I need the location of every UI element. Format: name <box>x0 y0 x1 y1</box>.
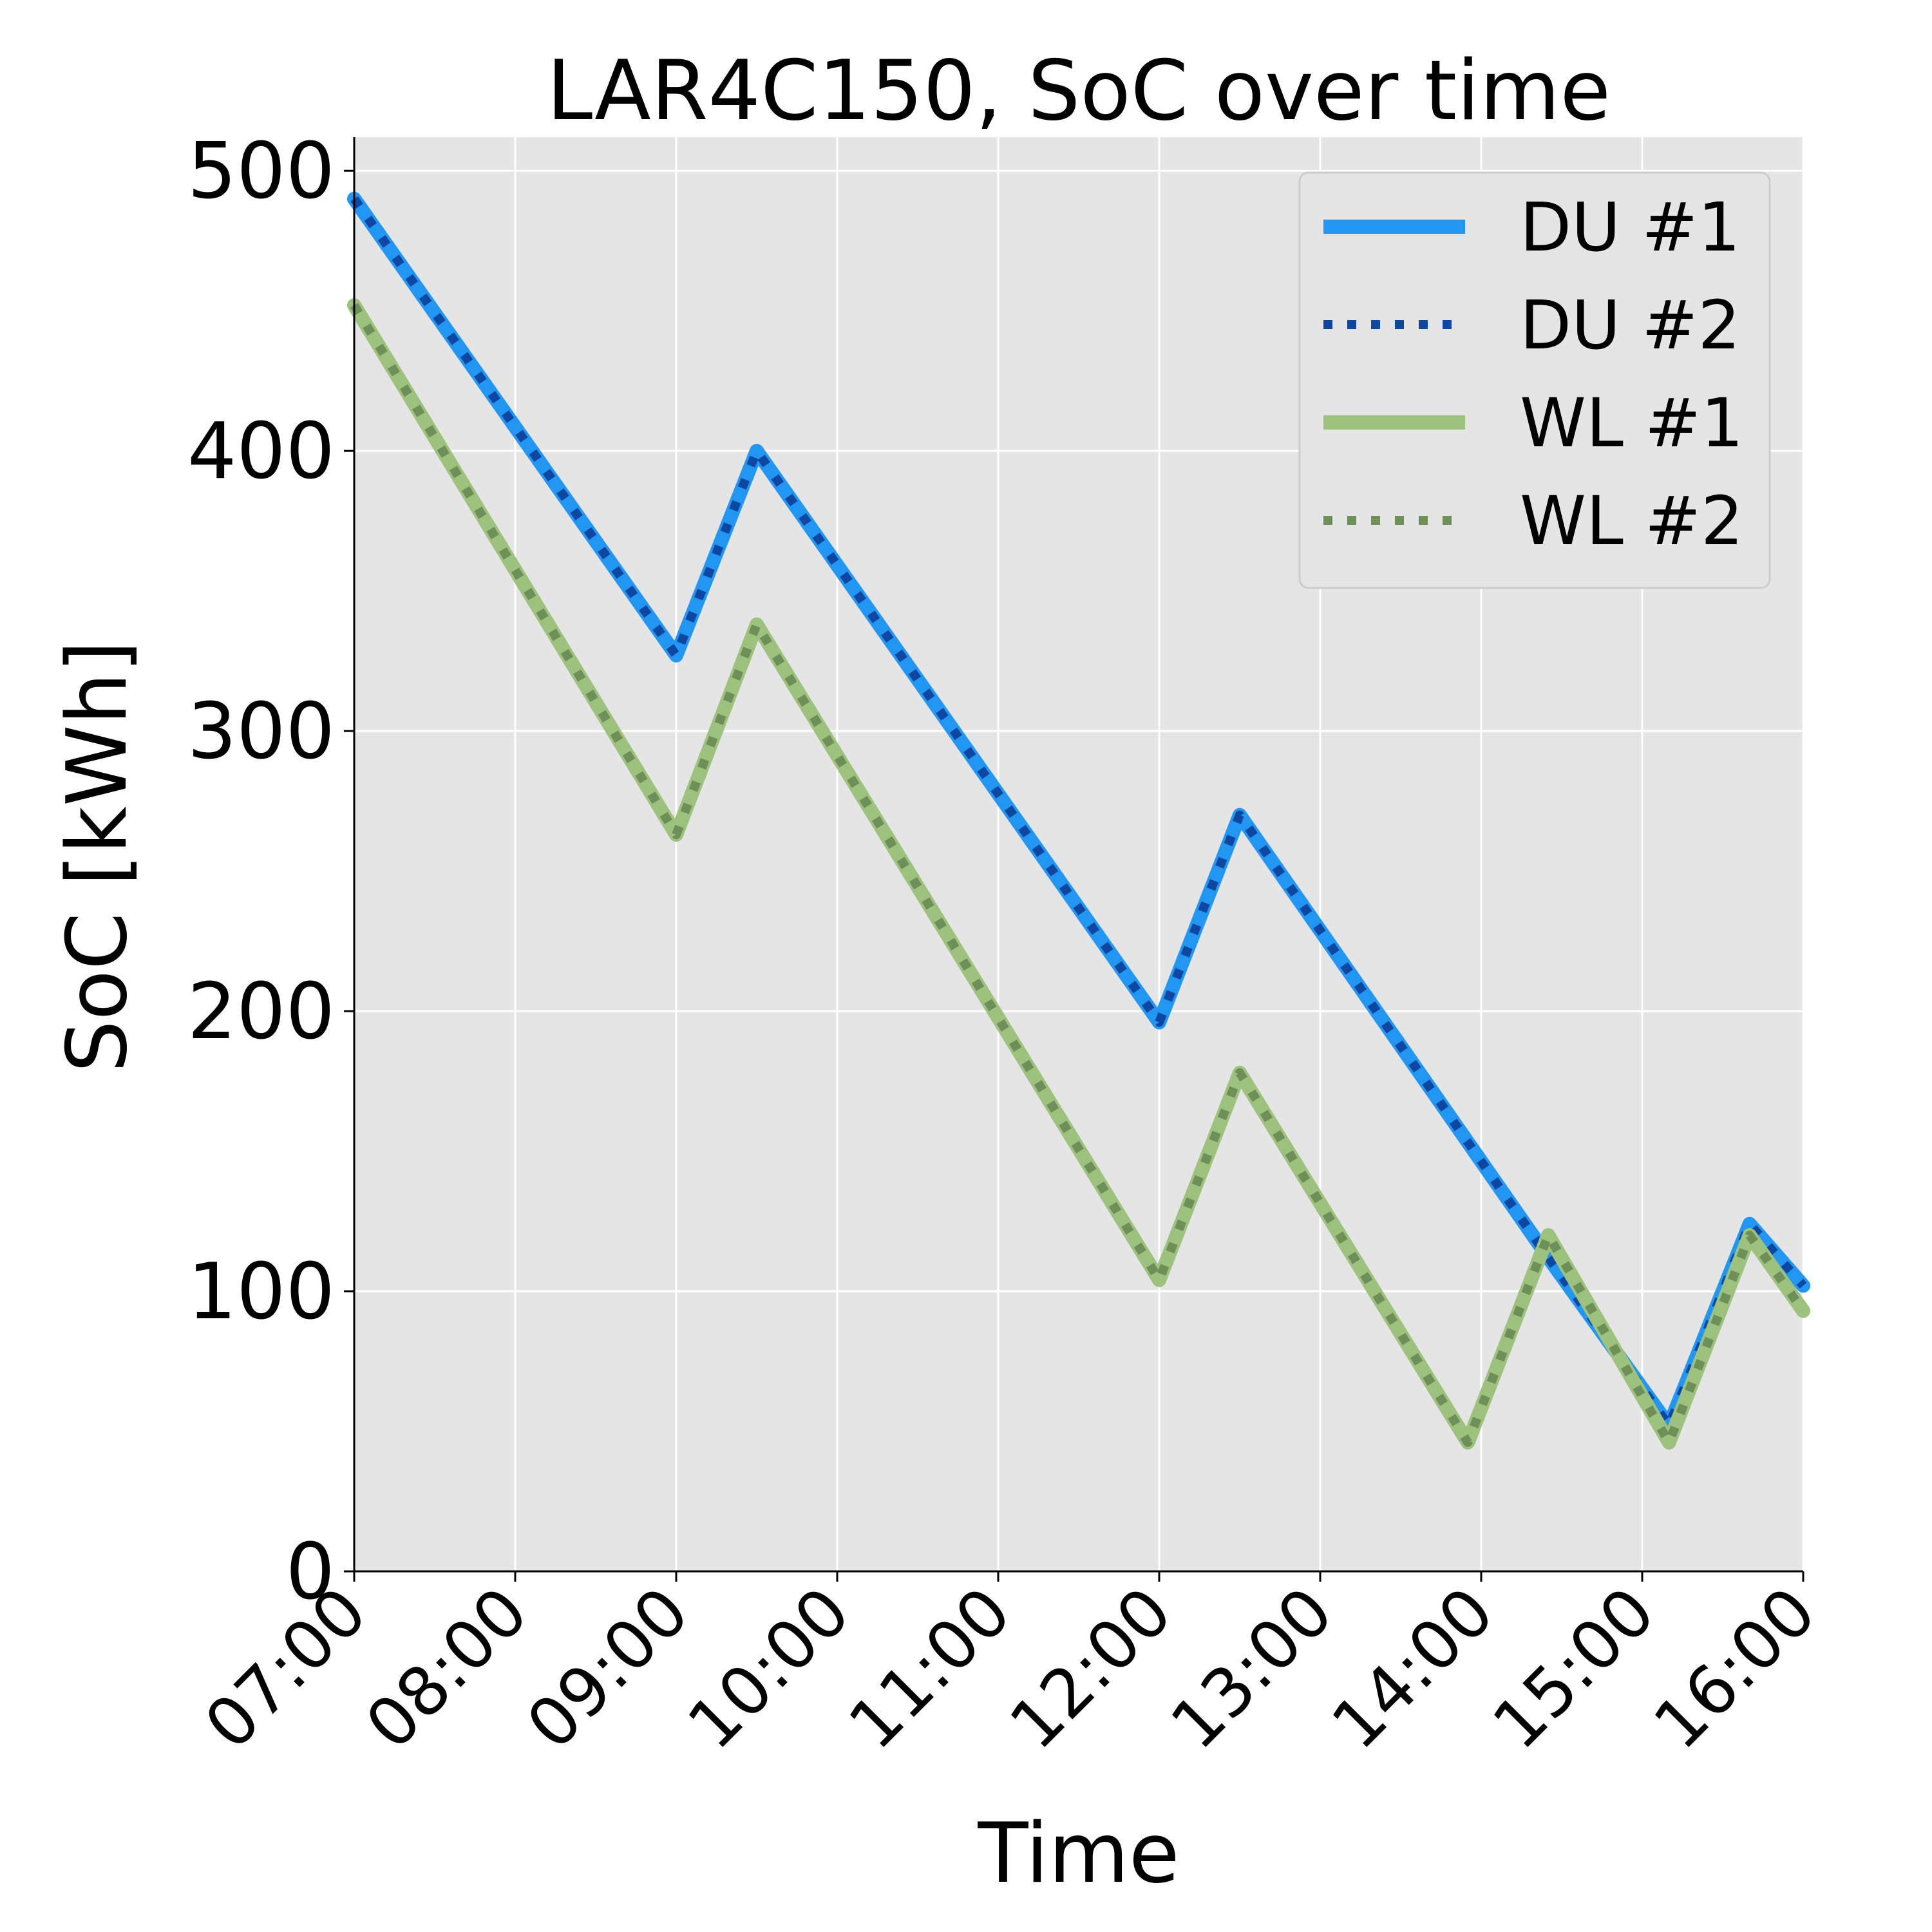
grid <box>353 137 1804 1573</box>
legend-label: WL #1 <box>1520 384 1743 462</box>
legend-label: WL #2 <box>1520 482 1743 560</box>
x-axis-label: Time <box>977 1806 1179 1902</box>
legend-frame <box>1298 171 1771 589</box>
y-tick-label: 400 <box>187 407 335 497</box>
legend-label: DU #2 <box>1520 286 1741 365</box>
y-tick-label: 100 <box>187 1247 335 1337</box>
x-tick-label: 10:00 <box>672 1572 864 1764</box>
series-line-4 <box>350 303 1807 1447</box>
series-layer <box>347 191 1810 1450</box>
y-tick-label: 200 <box>187 967 335 1057</box>
x-tick-label: 14:00 <box>1316 1572 1508 1764</box>
x-tick-label: 12:00 <box>994 1572 1186 1764</box>
x-tick-label: 11:00 <box>833 1572 1025 1764</box>
x-tick-label: 09:00 <box>511 1572 703 1764</box>
series-line-2 <box>350 196 1807 1430</box>
y-axis-ticks: 0 100 200 300 400 500 <box>187 127 354 1617</box>
legend: DU #1 DU #2 WL #1 WL #2 <box>1298 171 1771 589</box>
legend-label: DU #1 <box>1520 188 1741 267</box>
y-axis-label: SoC [kWh] <box>50 640 146 1072</box>
x-tick-label: 16:00 <box>1638 1572 1830 1764</box>
x-tick-label: 15:00 <box>1477 1572 1669 1764</box>
x-tick-label: 13:00 <box>1155 1572 1347 1764</box>
y-tick-label: 0 <box>286 1528 335 1617</box>
y-tick-label: 300 <box>187 687 335 777</box>
x-tick-label: 08:00 <box>350 1572 542 1764</box>
chart-title: LAR4C150, SoC over time <box>547 43 1611 139</box>
x-axis-ticks: 07:0008:0009:0010:0011:0012:0013:0014:00… <box>189 1571 1831 1765</box>
y-tick-label: 500 <box>187 127 335 216</box>
